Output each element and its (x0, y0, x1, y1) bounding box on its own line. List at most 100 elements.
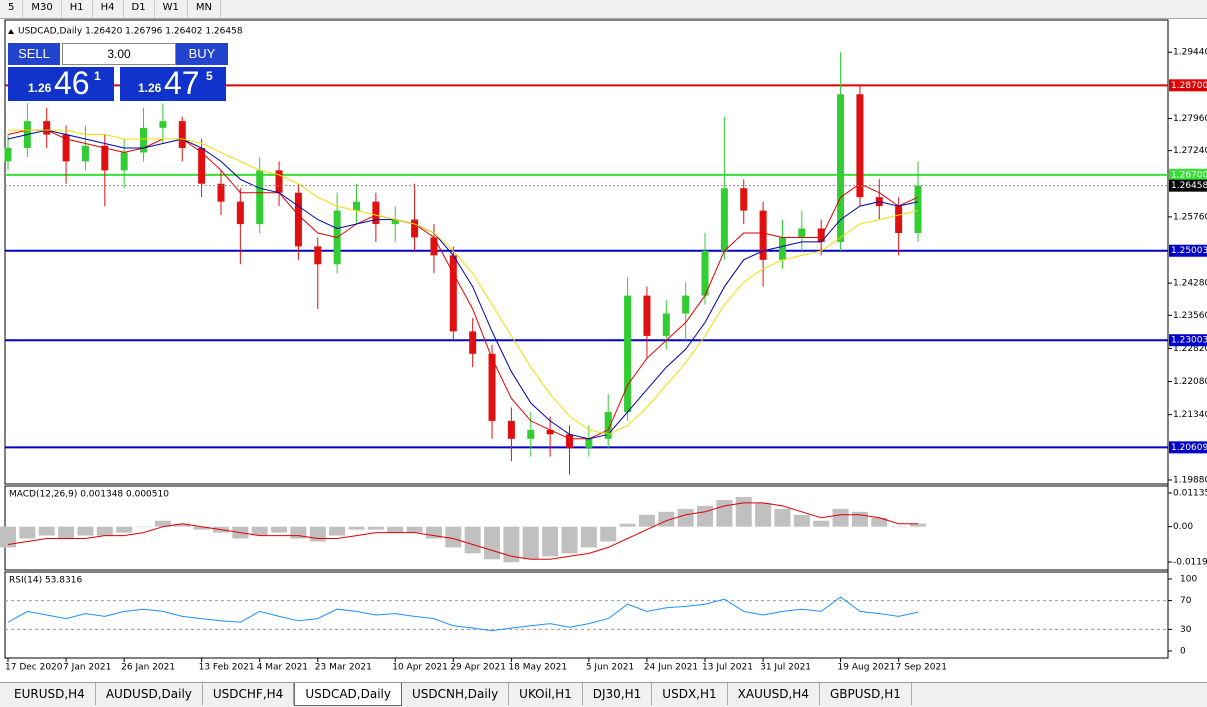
chart-tab[interactable]: GBPUSD,H1 (820, 683, 912, 705)
candle-body (682, 295, 690, 314)
macd-bar (561, 526, 578, 554)
macd-bar (464, 526, 481, 554)
chart-tabs: EURUSD,H4 AUDUSD,Daily USDCHF,H4 USDCAD,Dai… (0, 682, 1207, 707)
y-tick-label: 1.29440 (1173, 48, 1207, 58)
macd-bar (638, 514, 655, 527)
buy-big: 1.26 (138, 81, 162, 95)
chart-tab[interactable]: USDX,H1 (652, 683, 728, 705)
trade-panel: SELL 3.00 BUY 1.26 46 1 1.26 47 5 (8, 43, 228, 101)
macd-bar (445, 526, 462, 548)
macd-bar (774, 508, 791, 527)
macd-bar (19, 526, 36, 539)
candle-body (856, 94, 864, 198)
macd-bar (522, 526, 539, 560)
level-tag (1169, 244, 1207, 257)
chart-tab[interactable]: AUDUSD,Daily (96, 683, 203, 705)
candle-body (565, 434, 573, 448)
candle-body (662, 313, 670, 336)
macd-bar (387, 526, 404, 533)
macd-bar (580, 526, 597, 548)
candle-body (624, 295, 632, 412)
candle-body (488, 353, 496, 421)
macd-bar (329, 526, 346, 536)
x-tick-label: 7 Sep 2021 (896, 663, 947, 673)
macd-bar (755, 502, 772, 527)
x-tick-label: 5 Jun 2021 (586, 663, 634, 673)
macd-bar (677, 508, 694, 527)
candle-body (217, 183, 225, 202)
header-arrow (8, 29, 14, 34)
candle-body (837, 94, 845, 242)
timeframe-button[interactable]: M30 (23, 0, 62, 18)
macd-bar (697, 505, 714, 527)
sell-big: 1.26 (28, 81, 52, 95)
sell-pips: 46 (54, 65, 90, 101)
macd-bar (367, 526, 384, 530)
macd-bar (425, 526, 442, 539)
macd-title: MACD(12,26,9) 0.001348 0.000510 (9, 490, 169, 500)
lot-input[interactable]: 3.00 (62, 43, 176, 65)
sell-button[interactable]: SELL (8, 43, 60, 65)
candle-body (256, 170, 264, 225)
macd-bar (619, 523, 636, 527)
sell-frac: 1 (94, 69, 101, 83)
timeframe-button[interactable]: 5 (0, 0, 24, 18)
candle-body (314, 246, 322, 265)
buy-button[interactable]: BUY (176, 43, 228, 65)
y-tick-label: -0.01190 (1173, 557, 1207, 567)
x-tick-label: 13 Feb 2021 (199, 663, 255, 673)
level-label: 1.26700 (1171, 170, 1207, 180)
candle-body (159, 121, 167, 128)
macd-bar (406, 526, 423, 533)
macd-bar (193, 526, 210, 530)
y-tick-label: 1.27960 (1173, 114, 1207, 124)
candle-body (236, 201, 244, 225)
rsi-line (7, 596, 919, 632)
level-tag (1169, 334, 1207, 347)
chart-tab[interactable]: UKOil,H1 (509, 683, 583, 705)
x-tick-label: 23 Mar 2021 (315, 663, 372, 673)
candle-body (372, 201, 380, 225)
x-tick-label: 24 Jun 2021 (644, 663, 698, 673)
candle-body (740, 188, 748, 211)
price-tag (1169, 179, 1207, 192)
chart-tab[interactable]: EURUSD,H4 (4, 683, 96, 705)
buy-pips: 47 (164, 65, 200, 101)
x-tick-label: 13 Jul 2021 (702, 663, 753, 673)
candle-body (4, 147, 12, 162)
candle-body (43, 121, 51, 135)
macd-bar (58, 526, 75, 539)
chart-tab[interactable]: DJ30,H1 (583, 683, 653, 705)
moving-average (7, 129, 919, 440)
timeframe-button[interactable]: D1 (124, 0, 155, 18)
macd-bar (135, 526, 152, 528)
chart-tab[interactable]: USDCHF,H4 (203, 683, 295, 705)
candle-body (469, 331, 477, 354)
chart-tab[interactable]: USDCAD,Daily (294, 683, 402, 706)
candle-body (643, 295, 651, 336)
candle-body (507, 420, 515, 439)
rsi-title: RSI(14) 53.8316 (9, 576, 82, 586)
macd-bar (154, 520, 171, 527)
chart-tab[interactable]: XAUUSD,H4 (728, 683, 820, 705)
buy-price[interactable]: 1.26 47 5 (120, 65, 226, 101)
chart-tab[interactable]: USDCNH,Daily (402, 683, 510, 705)
timeframe-button[interactable]: MN (188, 0, 221, 18)
candle-body (585, 438, 593, 448)
y-tick-label: 1.24280 (1173, 279, 1207, 289)
y-tick-label: 70 (1180, 596, 1192, 606)
candle-body (759, 210, 767, 260)
x-tick-label: 7 Jan 2021 (63, 663, 111, 673)
timeframe-button[interactable]: H4 (93, 0, 124, 18)
candle-body (449, 255, 457, 332)
timeframe-button[interactable]: W1 (155, 0, 188, 18)
timeframe-button[interactable]: H1 (62, 0, 93, 18)
candle-body (798, 228, 806, 238)
sell-price[interactable]: 1.26 46 1 (8, 65, 114, 101)
candle-body (120, 152, 128, 171)
moving-average (8, 129, 919, 435)
y-tick-label: 1.22080 (1173, 377, 1207, 387)
level-tag (1169, 79, 1207, 92)
y-tick-label: 100 (1180, 574, 1197, 584)
candle-body (101, 145, 109, 171)
